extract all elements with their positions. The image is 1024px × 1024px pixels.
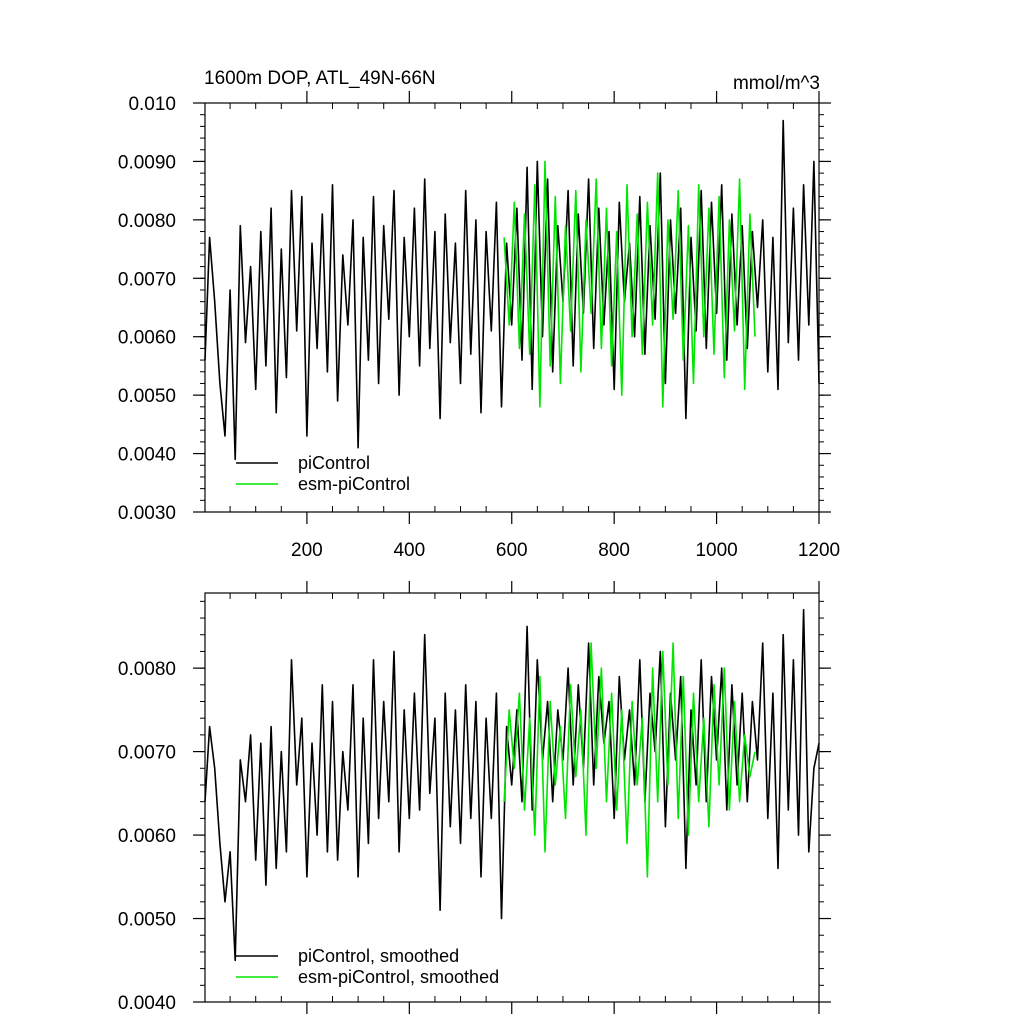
y-tick-label: 0.0040 xyxy=(118,445,176,466)
tick-labels: 0.0040 0.0050 0.0060 0.0070 0.0080 xyxy=(118,659,176,1014)
legend-label: piControl xyxy=(298,453,370,473)
legend-label: esm-piControl xyxy=(298,474,410,494)
y-tick-label: 0.0090 xyxy=(118,152,176,173)
y-tick-label: 0.0050 xyxy=(118,386,176,407)
y-tick-label: 0.010 xyxy=(128,94,176,115)
x-tick-label: 600 xyxy=(496,540,528,561)
y-tick-label: 0.0080 xyxy=(118,211,176,232)
series-line-esm-picontrol xyxy=(503,642,756,878)
y-tick-label: 0.0040 xyxy=(118,993,176,1014)
series-line-picontrol xyxy=(204,608,820,962)
x-tick-label: 1000 xyxy=(695,540,737,561)
axis-ticks xyxy=(193,91,831,524)
panel-top: 1600m DOP, ATL_49N-66N mmol/m^3 200 400 60… xyxy=(118,68,840,561)
plot-lines xyxy=(204,119,820,461)
y-tick-label: 0.0080 xyxy=(118,659,176,680)
series-line-esm-picontrol xyxy=(503,160,756,408)
x-tick-label: 800 xyxy=(598,540,630,561)
units-label: mmol/m^3 xyxy=(733,73,820,94)
plot-lines xyxy=(204,608,820,962)
x-tick-label: 400 xyxy=(393,540,425,561)
series-line-picontrol xyxy=(204,119,820,461)
axis-ticks xyxy=(193,581,831,1014)
panel-bottom: 0.0040 0.0050 0.0060 0.0070 0.0080 piControl… xyxy=(118,581,831,1014)
legend-label: esm-piControl, smoothed xyxy=(298,967,499,987)
x-tick-label: 1200 xyxy=(798,540,840,561)
y-tick-label: 0.0060 xyxy=(118,328,176,349)
tick-labels: 200 400 600 800 1000 1200 0.0030 0.0040 0.0050 0.… xyxy=(118,94,840,561)
y-tick-label: 0.0060 xyxy=(118,826,176,847)
y-tick-label: 0.0030 xyxy=(118,503,176,524)
y-tick-label: 0.0070 xyxy=(118,743,176,764)
legend-label: piControl, smoothed xyxy=(298,946,459,966)
panel-title: 1600m DOP, ATL_49N-66N xyxy=(204,68,436,89)
plot-frame xyxy=(204,102,820,513)
plot-frame xyxy=(204,592,820,1003)
y-tick-label: 0.0070 xyxy=(118,269,176,290)
y-tick-label: 0.0050 xyxy=(118,910,176,931)
x-tick-label: 200 xyxy=(291,540,323,561)
